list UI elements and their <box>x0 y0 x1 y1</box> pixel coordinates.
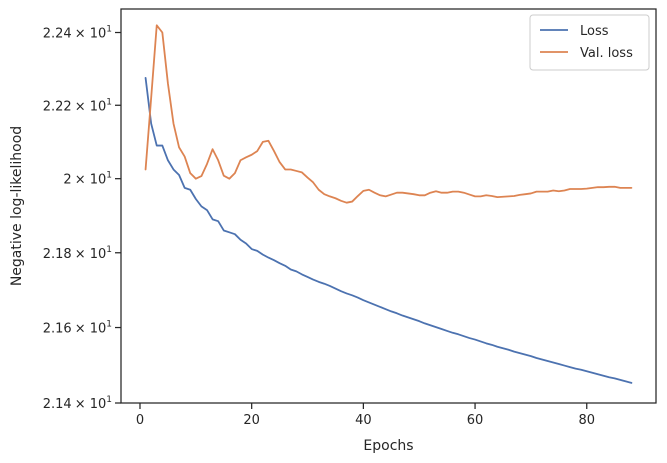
y-tick-base: × 10 <box>75 173 107 188</box>
legend: Loss Val. loss <box>529 14 650 71</box>
plot-area <box>120 8 657 404</box>
y-tick-label: 2.24 × 101 <box>43 25 112 42</box>
axes-frame <box>120 8 657 404</box>
x-tick-label: 40 <box>355 413 372 428</box>
y-tick-base: × 10 <box>75 322 107 337</box>
y-tick-base: × 10 <box>75 27 107 42</box>
y-tick-mantissa: 2.18 <box>43 247 72 262</box>
y-tick-mantissa: 2.16 <box>43 322 72 337</box>
y-tick-base: × 10 <box>75 247 107 262</box>
legend-label-val-loss: Val. loss <box>580 46 633 61</box>
legend-box <box>529 14 650 71</box>
series-line-loss <box>144 77 633 384</box>
y-tick-mantissa: 2.22 <box>43 99 72 114</box>
y-tick-label: 2.18 × 101 <box>43 245 112 262</box>
x-tick-label: 20 <box>243 413 260 428</box>
y-tick-exponent: 1 <box>106 25 112 35</box>
y-tick-base: × 10 <box>75 397 107 412</box>
y-tick-base: × 10 <box>75 99 107 114</box>
y-tick-mantissa: 2.14 <box>43 397 72 412</box>
y-tick-mantissa: 2 <box>63 173 71 188</box>
series-group <box>144 24 633 384</box>
y-tick-exponent: 1 <box>106 245 112 255</box>
x-tick-label: 0 <box>136 413 144 428</box>
y-tick-exponent: 1 <box>106 171 112 181</box>
y-tick-mantissa: 2.24 <box>43 27 72 42</box>
y-tick-exponent: 1 <box>106 97 112 107</box>
y-tick-label: 2 × 101 <box>63 171 112 188</box>
y-tick-label: 2.16 × 101 <box>43 320 112 337</box>
x-tick-label: 80 <box>578 413 595 428</box>
x-axis-label: Epochs <box>363 438 413 454</box>
y-tick-label: 2.22 × 101 <box>43 97 112 114</box>
series-line-val-loss <box>144 24 633 204</box>
x-tick-label: 60 <box>467 413 484 428</box>
y-tick-exponent: 1 <box>106 320 112 330</box>
legend-label-loss: Loss <box>580 24 609 39</box>
x-axis: 0 20 40 60 80 <box>136 403 595 428</box>
y-axis-label: Negative log-likelihood <box>9 126 25 286</box>
y-tick-label: 2.14 × 101 <box>43 395 112 412</box>
y-tick-exponent: 1 <box>106 395 112 405</box>
